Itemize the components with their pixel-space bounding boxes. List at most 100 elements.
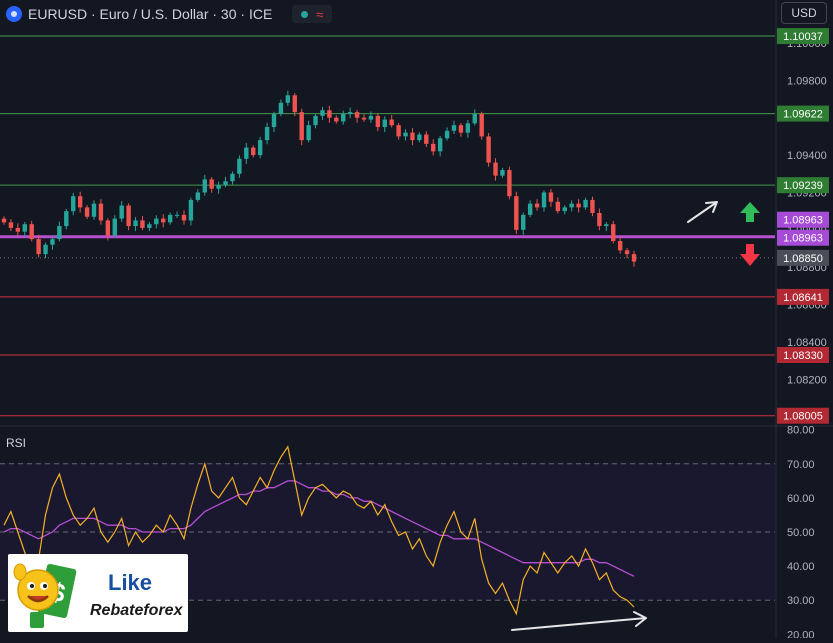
candle-body (341, 113, 346, 122)
candle-body (521, 214, 526, 230)
candle-body (507, 170, 512, 197)
candle-body (327, 110, 332, 118)
rsi-tick-label: 60.00 (787, 493, 815, 505)
candle-body (292, 95, 297, 113)
mascot-icon: $ (13, 563, 77, 628)
candle-body (299, 112, 304, 141)
pivot-badge (777, 229, 829, 246)
candle-body (486, 136, 491, 163)
level-badge-label: 1.08641 (783, 292, 823, 304)
candle-body (251, 147, 256, 156)
level-badge (777, 28, 829, 45)
rsi-tick-label: 30.00 (787, 595, 815, 607)
price-tick-label: 1.09800 (787, 75, 827, 87)
globe-flag-icon[interactable] (6, 6, 22, 22)
candle-body (98, 203, 104, 221)
candle-body (424, 134, 429, 144)
logo-text-like: Like (108, 570, 153, 595)
candle-body (583, 199, 588, 208)
logo-text-rebateforex: Rebateforex (90, 602, 183, 619)
green-up-arrow-icon (740, 202, 760, 222)
candle-body (361, 117, 367, 120)
candle-body (597, 213, 602, 227)
level-badge (777, 288, 829, 305)
pivot-badge (777, 211, 829, 228)
level-badge (777, 177, 829, 194)
candle-body (465, 123, 471, 133)
candle-body (410, 132, 415, 141)
candle-body (382, 119, 387, 128)
market-status[interactable]: ≈ (292, 5, 333, 23)
rsi-tick-label: 70.00 (787, 459, 815, 471)
current-price-label: 1.08850 (783, 253, 823, 265)
candle-body (611, 224, 616, 242)
candle-body (216, 184, 221, 189)
candle-body (119, 205, 124, 219)
candle-body (188, 199, 194, 221)
candle-body (375, 115, 381, 128)
candle-body (36, 239, 41, 255)
candle-body (396, 125, 401, 137)
level-badge-label: 1.10037 (783, 31, 823, 43)
current-price-badge (777, 249, 829, 266)
candle-body (548, 192, 554, 202)
candle-body (313, 115, 318, 126)
pivot-badge-label: 1.08963 (783, 215, 823, 227)
candle-body (167, 214, 173, 223)
candle-body (347, 112, 353, 114)
candle-body (209, 179, 214, 189)
rsi-tick-label: 50.00 (787, 527, 815, 539)
candle-body (493, 162, 498, 176)
candle-body (444, 130, 450, 139)
rsi-indicator-label[interactable]: RSI (6, 436, 27, 450)
candle-body (84, 207, 90, 217)
candle-body (257, 140, 263, 156)
candle-body (271, 113, 277, 128)
candle-body (29, 224, 34, 240)
candle-body (479, 113, 484, 137)
candle-body (133, 220, 138, 227)
candle-body (161, 218, 166, 223)
chart-header: EURUSD · Euro / U.S. Dollar · 30 · ICE ≈ (6, 4, 333, 24)
candle-body (237, 158, 242, 174)
rsi-line (3, 445, 635, 616)
annotations (511, 201, 760, 631)
candle-body (389, 119, 394, 126)
price-tick-label: 1.08400 (787, 337, 827, 349)
level-badge (777, 407, 829, 424)
candle-body (278, 102, 284, 114)
pivot-badge-label: 1.08963 (783, 233, 823, 245)
level-lines (0, 35, 775, 417)
candle-body (15, 227, 21, 232)
candle-body (431, 143, 436, 152)
candle-body (451, 125, 457, 131)
candle-body (8, 222, 14, 228)
rsi-tick-label: 20.00 (787, 629, 815, 638)
candle-body (555, 201, 561, 212)
candle-body (264, 127, 270, 141)
candle-body (534, 203, 540, 208)
candle-body (368, 115, 374, 120)
candle-body (126, 205, 131, 227)
candle-body (458, 125, 464, 133)
candle-body (285, 95, 291, 103)
candle-body (590, 199, 595, 213)
candle-body (617, 241, 623, 251)
candle-body (320, 110, 325, 116)
level-badge-label: 1.09622 (783, 109, 823, 121)
divergence-arrow (511, 611, 647, 631)
market-open-dot-icon (301, 10, 309, 18)
rsi-ma-line (3, 480, 635, 577)
currency-button[interactable]: USD (781, 2, 827, 24)
symbol-title[interactable]: EURUSD · Euro / U.S. Dollar · 30 · ICE (28, 6, 273, 22)
candle-body (223, 181, 228, 185)
candle-body (514, 196, 519, 230)
level-badge (777, 105, 829, 122)
candle-body (1, 218, 7, 223)
candle-body (202, 179, 207, 193)
candle-body (91, 203, 97, 217)
candle-body (244, 147, 249, 159)
price-badges: 1.10037 1.09622 1.09239 1.08641 1.08330 1.080… (777, 28, 829, 424)
